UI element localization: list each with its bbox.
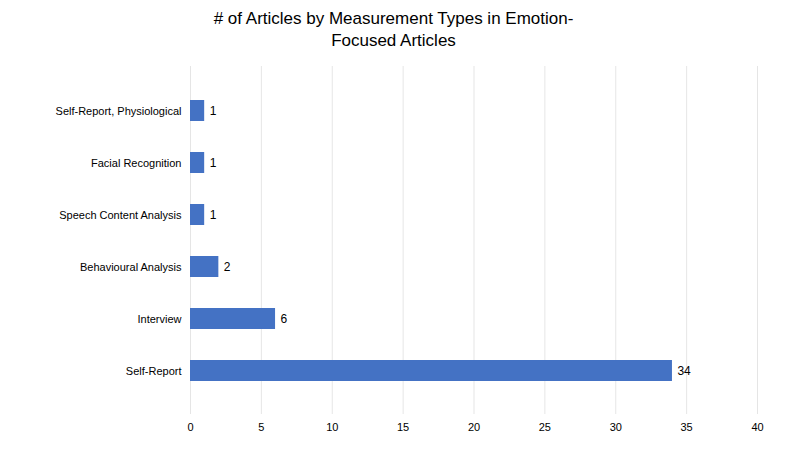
svg-text:5: 5 — [258, 421, 264, 433]
svg-text:30: 30 — [610, 421, 622, 433]
svg-text:40: 40 — [751, 421, 763, 433]
svg-text:2: 2 — [224, 260, 231, 274]
svg-text:34: 34 — [677, 364, 691, 378]
svg-text:1: 1 — [210, 208, 217, 222]
svg-text:0: 0 — [187, 421, 193, 433]
svg-text:10: 10 — [326, 421, 338, 433]
svg-text:25: 25 — [539, 421, 551, 433]
html-text:Focused Articles: Focused Articles — [331, 31, 456, 51]
svg-text:35: 35 — [681, 421, 693, 433]
svg-text:Speech Content Analysis: Speech Content Analysis — [59, 209, 182, 221]
svg-text:1: 1 — [210, 156, 217, 170]
svg-text:Self-Report: Self-Report — [126, 365, 182, 377]
svg-text:Facial Recognition: Facial Recognition — [91, 157, 182, 169]
svg-text:1: 1 — [210, 104, 217, 118]
html-text:# of Articles by Measurement T: # of Articles by Measurement Types in Em… — [213, 9, 574, 28]
svg-text:15: 15 — [397, 421, 409, 433]
svg-text:Interview: Interview — [137, 313, 181, 325]
svg-text:Behavioural Analysis: Behavioural Analysis — [80, 261, 182, 273]
svg-text:20: 20 — [468, 421, 480, 433]
svg-text:6: 6 — [281, 312, 288, 326]
svg-text:Self-Report, Physiological: Self-Report, Physiological — [56, 105, 182, 117]
